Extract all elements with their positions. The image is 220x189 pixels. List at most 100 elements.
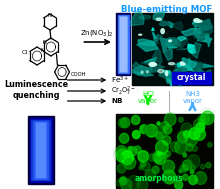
Ellipse shape — [141, 71, 143, 74]
Circle shape — [193, 119, 205, 131]
Polygon shape — [197, 37, 212, 42]
Circle shape — [132, 130, 140, 139]
Circle shape — [118, 118, 127, 128]
Ellipse shape — [196, 20, 202, 22]
Circle shape — [163, 160, 175, 173]
Text: Fe$^{3+}$: Fe$^{3+}$ — [111, 74, 130, 86]
Ellipse shape — [180, 62, 183, 63]
Text: COOH: COOH — [70, 73, 86, 77]
Ellipse shape — [161, 29, 164, 34]
Polygon shape — [166, 22, 173, 28]
Circle shape — [199, 120, 205, 126]
Polygon shape — [144, 57, 157, 64]
Circle shape — [127, 175, 140, 189]
Polygon shape — [151, 63, 165, 70]
Polygon shape — [189, 77, 198, 85]
Circle shape — [163, 170, 176, 184]
Circle shape — [146, 125, 158, 137]
Polygon shape — [167, 69, 181, 79]
Circle shape — [117, 164, 126, 173]
Polygon shape — [168, 38, 189, 48]
Polygon shape — [181, 65, 192, 78]
Circle shape — [175, 140, 187, 154]
Text: Cr$_2$O$_7^{2-}$: Cr$_2$O$_7^{2-}$ — [111, 84, 136, 98]
Polygon shape — [138, 39, 156, 46]
Circle shape — [156, 140, 168, 154]
Circle shape — [161, 122, 169, 130]
Text: Luminescence
quenching: Luminescence quenching — [4, 80, 68, 100]
Circle shape — [175, 181, 183, 189]
Bar — [172, 72, 211, 84]
Polygon shape — [198, 25, 210, 29]
Circle shape — [185, 132, 198, 146]
Circle shape — [125, 159, 132, 167]
Text: N: N — [42, 40, 46, 44]
Text: N: N — [48, 13, 52, 18]
Circle shape — [116, 146, 127, 158]
Polygon shape — [163, 70, 175, 86]
Circle shape — [180, 165, 186, 173]
Circle shape — [120, 118, 130, 128]
Polygon shape — [175, 63, 194, 69]
Circle shape — [129, 147, 137, 156]
Circle shape — [154, 152, 166, 164]
Ellipse shape — [201, 77, 203, 80]
Text: crystal: crystal — [177, 74, 206, 83]
Polygon shape — [205, 35, 211, 47]
Circle shape — [142, 162, 150, 171]
Polygon shape — [182, 58, 197, 71]
Polygon shape — [178, 63, 186, 67]
Circle shape — [138, 151, 148, 162]
Text: N: N — [41, 47, 44, 53]
Circle shape — [181, 123, 192, 135]
Bar — [132, 13, 213, 85]
Polygon shape — [193, 19, 213, 31]
Text: NB: NB — [111, 98, 123, 104]
Circle shape — [140, 125, 148, 133]
Polygon shape — [188, 58, 192, 70]
Circle shape — [121, 151, 134, 165]
Circle shape — [155, 132, 163, 140]
Circle shape — [179, 117, 183, 122]
Polygon shape — [147, 70, 160, 73]
Polygon shape — [192, 20, 199, 27]
Bar — [31, 120, 50, 180]
Polygon shape — [178, 36, 187, 41]
Polygon shape — [154, 35, 159, 44]
Polygon shape — [152, 28, 154, 31]
Circle shape — [201, 111, 214, 125]
Circle shape — [174, 175, 183, 185]
Ellipse shape — [169, 40, 171, 42]
Circle shape — [153, 151, 163, 162]
Polygon shape — [138, 74, 153, 76]
Polygon shape — [190, 62, 201, 73]
Polygon shape — [166, 38, 177, 45]
Circle shape — [157, 122, 160, 125]
Circle shape — [179, 169, 182, 173]
Bar — [120, 17, 126, 71]
Circle shape — [182, 164, 189, 171]
Polygon shape — [195, 68, 204, 80]
Polygon shape — [199, 28, 213, 41]
Polygon shape — [198, 63, 214, 68]
Circle shape — [155, 126, 166, 139]
Circle shape — [195, 172, 207, 184]
Polygon shape — [159, 21, 171, 26]
Text: Blue-emitting MOF: Blue-emitting MOF — [121, 5, 212, 14]
Circle shape — [163, 125, 172, 134]
Polygon shape — [206, 70, 211, 74]
Ellipse shape — [139, 34, 142, 35]
Circle shape — [190, 170, 194, 174]
Circle shape — [139, 166, 143, 170]
Ellipse shape — [169, 63, 174, 65]
Circle shape — [148, 154, 155, 161]
Polygon shape — [193, 42, 201, 58]
Bar — [30, 118, 52, 182]
Circle shape — [189, 128, 200, 139]
Circle shape — [119, 133, 129, 143]
Polygon shape — [145, 65, 153, 75]
Polygon shape — [176, 75, 183, 86]
Polygon shape — [172, 22, 183, 31]
Circle shape — [201, 164, 205, 169]
Polygon shape — [174, 66, 190, 73]
